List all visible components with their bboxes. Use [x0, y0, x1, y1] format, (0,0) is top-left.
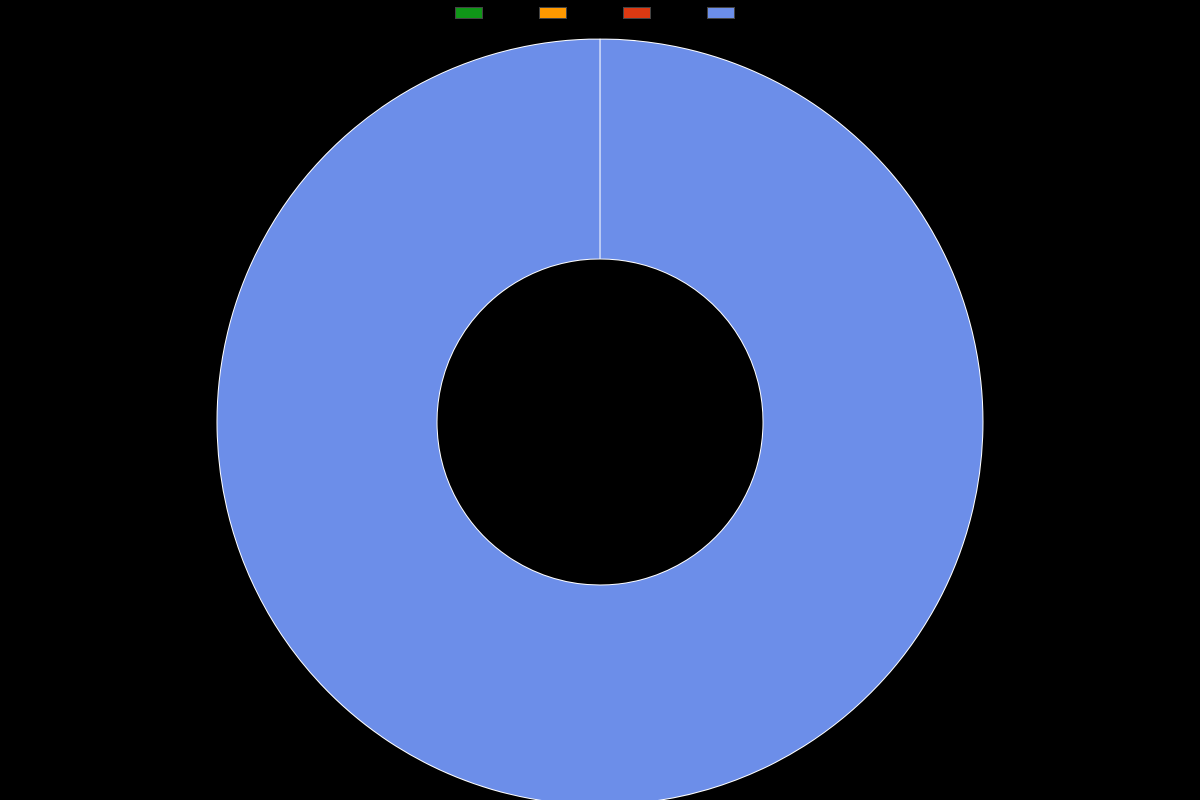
donut-chart	[0, 11, 1200, 800]
chart-area	[0, 22, 1200, 800]
chart-container	[0, 0, 1200, 800]
